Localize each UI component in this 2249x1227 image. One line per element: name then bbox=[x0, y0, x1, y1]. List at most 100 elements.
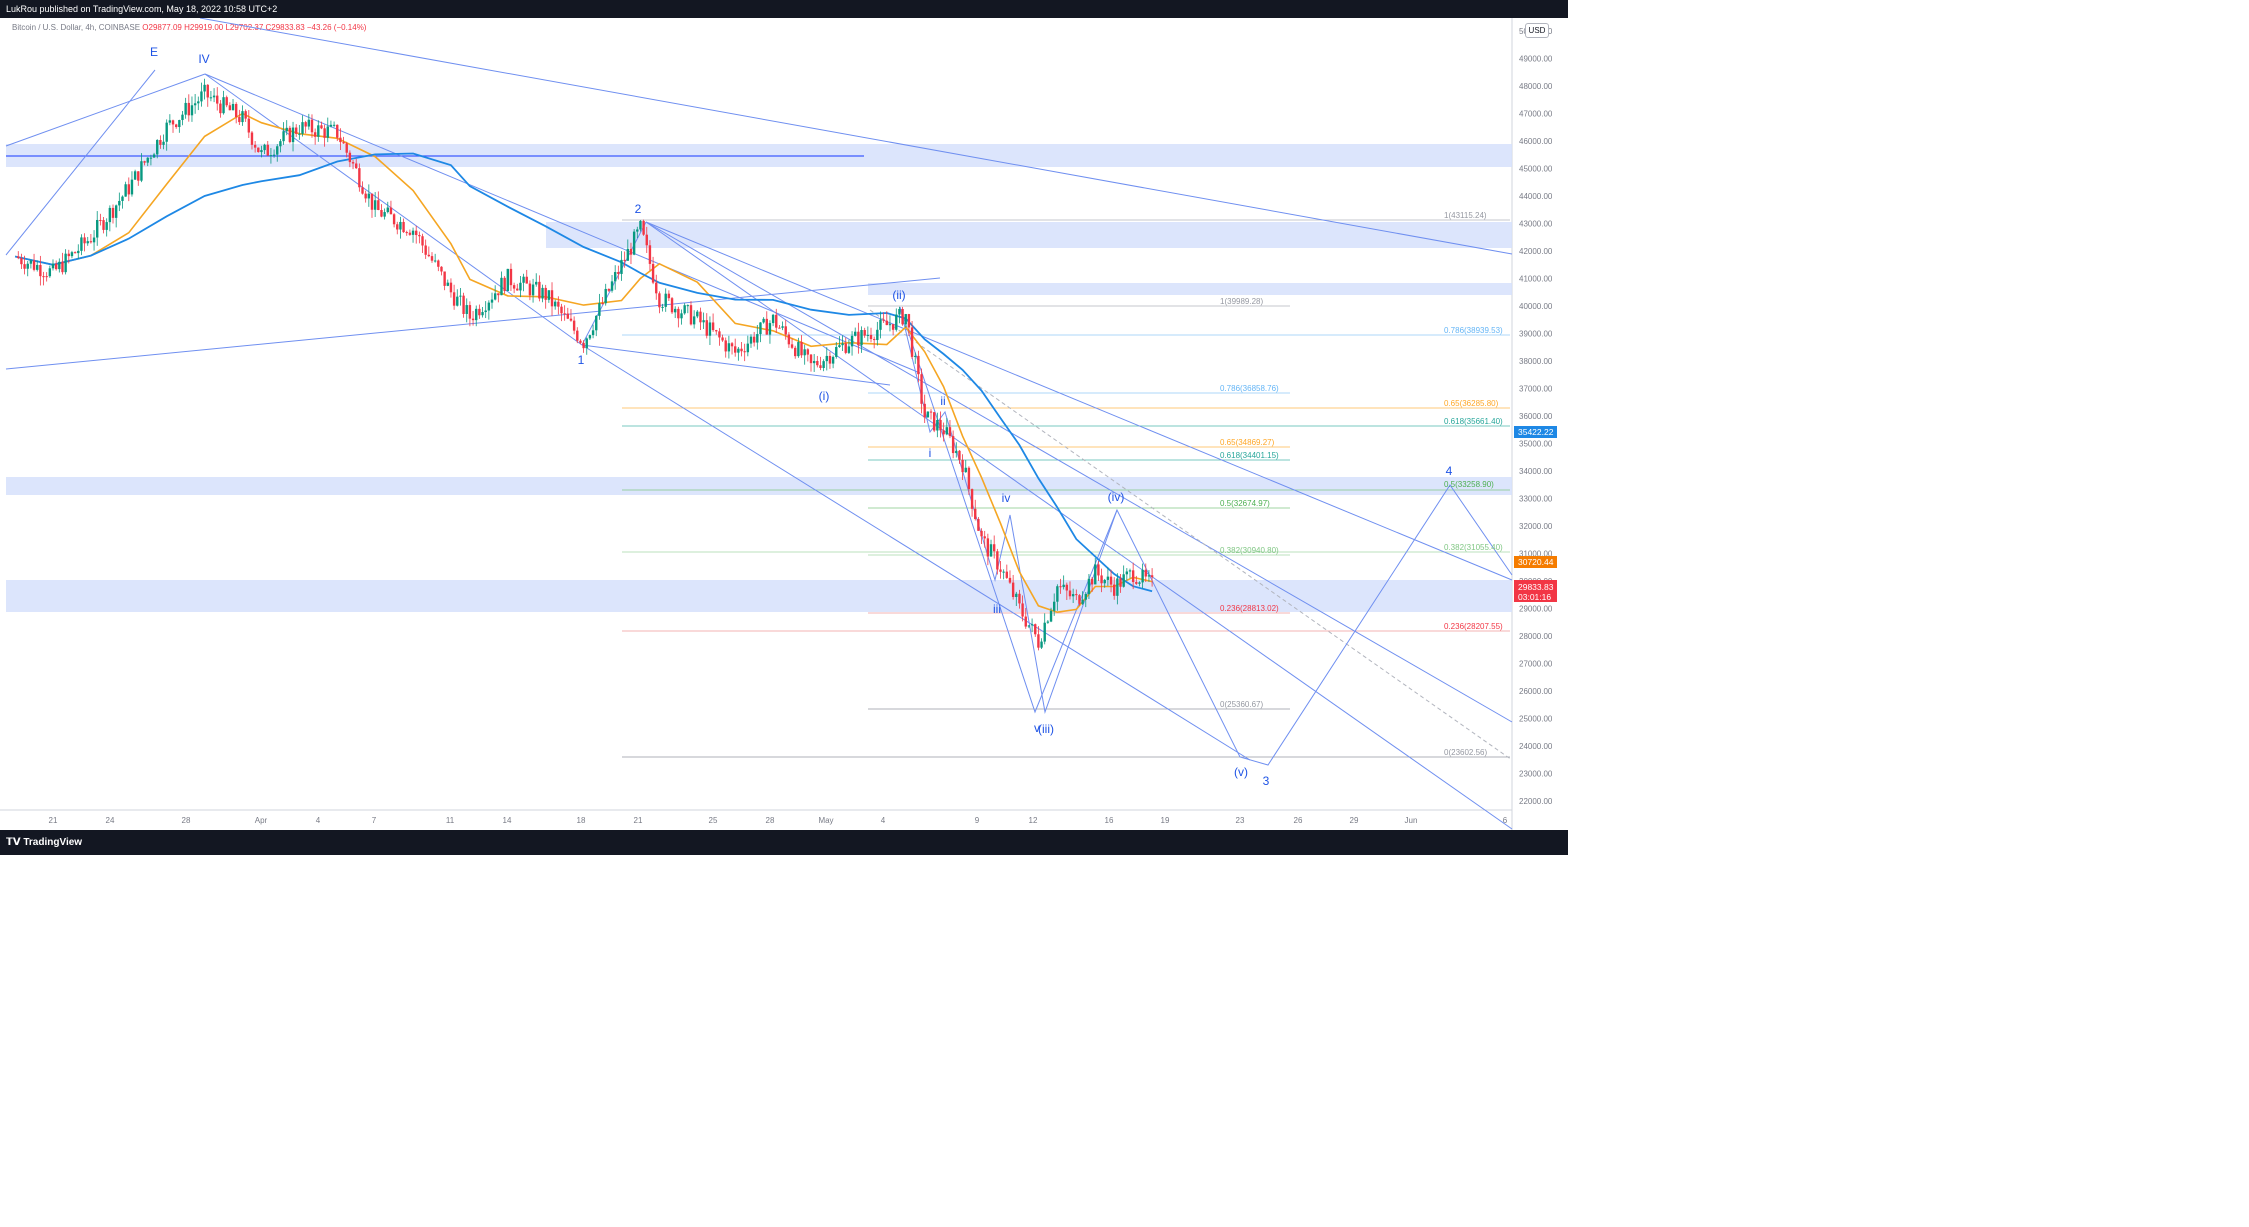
candle-body bbox=[462, 295, 465, 314]
candle-body bbox=[560, 306, 563, 314]
time-axis[interactable]: 21 24 28 Apr 4 7 11 14 18 21 25 28 May 4 9 12 16 19 23 26 29… bbox=[49, 816, 1508, 825]
candle-body bbox=[212, 95, 216, 98]
time-tick-label: 19 bbox=[1161, 816, 1170, 825]
trendline-dashed bbox=[869, 309, 1513, 761]
candle-body bbox=[73, 252, 77, 254]
candle-body bbox=[481, 312, 484, 316]
candle-body bbox=[493, 293, 497, 300]
candle-body bbox=[503, 277, 506, 291]
candle-body bbox=[1008, 577, 1012, 583]
candle-body bbox=[860, 330, 863, 346]
candle-body bbox=[298, 133, 301, 135]
candle-body bbox=[121, 196, 124, 201]
candle-body bbox=[835, 346, 838, 357]
candle-body bbox=[408, 232, 412, 235]
candle-body bbox=[535, 281, 538, 285]
candle-body bbox=[790, 344, 794, 348]
time-tick-label: 26 bbox=[1294, 816, 1303, 825]
wave-projection[interactable] bbox=[899, 306, 1513, 766]
candle-body bbox=[111, 207, 115, 218]
candle-body bbox=[140, 161, 143, 181]
candle-body bbox=[854, 331, 857, 336]
candle-body bbox=[234, 103, 238, 118]
candle-body bbox=[696, 311, 699, 317]
candle-body bbox=[595, 315, 598, 331]
candle-body bbox=[699, 311, 702, 323]
wave-label: v bbox=[1034, 721, 1040, 735]
candle-body bbox=[977, 519, 980, 531]
fib-label: 0.5(32674.97) bbox=[1220, 499, 1270, 508]
candle-body bbox=[746, 343, 750, 353]
zone-42500 bbox=[546, 222, 1512, 248]
price-tick-label: 39000.00 bbox=[1519, 330, 1553, 339]
trendline-2-low bbox=[645, 221, 1513, 830]
candle-body bbox=[951, 436, 955, 454]
trendlines[interactable] bbox=[5, 18, 1513, 830]
fib-lines bbox=[622, 219, 1510, 758]
currency-button[interactable]: USD bbox=[1525, 23, 1549, 38]
candle-body bbox=[449, 282, 453, 293]
time-tick-label: 4 bbox=[881, 816, 886, 825]
candle-body bbox=[313, 132, 317, 137]
fib-label: 0.236(28207.55) bbox=[1444, 622, 1503, 631]
candle-body bbox=[437, 260, 440, 267]
price-tick-label: 32000.00 bbox=[1519, 522, 1553, 531]
candle-body bbox=[279, 141, 282, 147]
price-tick-label: 45000.00 bbox=[1519, 165, 1553, 174]
wave-label: (iv) bbox=[1108, 490, 1125, 504]
candle-body bbox=[478, 308, 481, 316]
candle-body bbox=[819, 365, 822, 368]
candle-body bbox=[702, 320, 705, 323]
candle-body bbox=[317, 125, 320, 137]
time-tick-label: May bbox=[818, 816, 833, 825]
price-axis[interactable]: 50000.0049000.0048000.0047000.0046000.00… bbox=[1519, 27, 1553, 806]
time-tick-label: 18 bbox=[577, 816, 586, 825]
candle-body bbox=[553, 301, 557, 307]
candle-body bbox=[775, 314, 778, 328]
candle-body bbox=[61, 261, 64, 273]
candle-body bbox=[418, 235, 421, 237]
candle-body bbox=[831, 356, 835, 364]
trendline-IV-1 bbox=[204, 73, 583, 346]
candle-body bbox=[1062, 584, 1065, 588]
price-tick-label: 46000.00 bbox=[1519, 137, 1553, 146]
candle-body bbox=[825, 355, 828, 362]
candle-body bbox=[130, 179, 134, 195]
price-tag-countdown: 03:01:16 bbox=[1518, 592, 1551, 602]
candle-body bbox=[705, 320, 708, 336]
candle-body bbox=[238, 117, 241, 123]
candle-body bbox=[1081, 599, 1084, 604]
candle-body bbox=[456, 296, 459, 306]
candle-body bbox=[1021, 603, 1024, 617]
candle-body bbox=[124, 184, 127, 197]
candle-body bbox=[203, 84, 206, 92]
price-tick-label: 27000.00 bbox=[1519, 660, 1553, 669]
candle-body bbox=[613, 272, 617, 282]
candle-body bbox=[64, 253, 67, 273]
candle-body bbox=[446, 282, 449, 286]
candle-body bbox=[370, 193, 374, 210]
time-tick-label: 28 bbox=[182, 816, 191, 825]
candle-body bbox=[336, 124, 339, 138]
tradingview-logo[interactable]: 𝗧𝗩 TradingView bbox=[6, 837, 83, 848]
candle-body bbox=[737, 348, 740, 353]
candle-body bbox=[323, 128, 326, 138]
candle-body bbox=[1052, 601, 1056, 611]
time-tick-label: 9 bbox=[975, 816, 980, 825]
wave-projection-2[interactable] bbox=[899, 306, 1118, 714]
candle-body bbox=[92, 237, 96, 243]
candle-body bbox=[721, 337, 724, 341]
candle-body bbox=[598, 303, 601, 316]
candle-body bbox=[1056, 586, 1059, 602]
candle-body bbox=[392, 214, 396, 225]
candle-body bbox=[29, 260, 33, 264]
candle-body bbox=[1018, 593, 1021, 604]
candle-body bbox=[1068, 590, 1072, 597]
candle-body bbox=[465, 305, 468, 314]
candle-body bbox=[36, 264, 39, 270]
time-tick-label: Jun bbox=[1405, 816, 1418, 825]
footer-bar: 𝗧𝗩 TradingView bbox=[0, 830, 1568, 855]
candle-body bbox=[1040, 641, 1043, 648]
